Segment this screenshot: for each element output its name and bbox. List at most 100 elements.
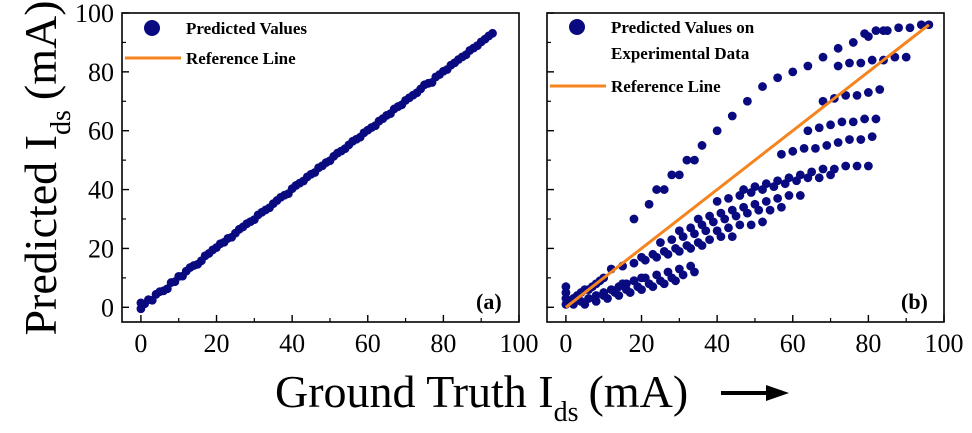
panel-a-ticks: 0 20 40 60 80 100 0 20 40 60 80 100 (75, 0, 539, 358)
data-point (663, 267, 673, 277)
y-axis-title-sub: ds (46, 110, 77, 135)
data-point (674, 226, 684, 236)
data-point (867, 132, 877, 142)
panel-b: 0 20 40 60 80 100 Predicted Values on Experim… (546, 12, 964, 358)
data-point (833, 61, 843, 71)
data-point (580, 299, 590, 309)
data-point (841, 91, 851, 100)
x-axis-title-main: Ground Truth I (275, 366, 554, 417)
data-point (667, 235, 677, 245)
data-point (488, 28, 497, 38)
panel-a-frame (121, 12, 520, 323)
panel-b-ticks: 0 20 40 60 80 100 (547, 12, 964, 358)
data-point (716, 208, 726, 218)
data-point (671, 244, 680, 253)
data-point (746, 220, 756, 230)
x-tick-label: 20 (629, 329, 655, 358)
panel-b-points (561, 20, 934, 309)
data-point (773, 73, 783, 83)
data-point (629, 276, 639, 286)
data-point (788, 146, 798, 156)
data-point (739, 202, 749, 212)
x-tick-label: 60 (355, 329, 381, 358)
data-point (803, 126, 813, 136)
data-point (693, 214, 703, 224)
data-point (916, 20, 926, 30)
data-point (860, 114, 869, 124)
data-point (659, 185, 669, 194)
x-tick-label: 40 (279, 329, 305, 358)
data-point (818, 96, 828, 106)
data-point (795, 191, 805, 200)
data-point (674, 264, 684, 274)
x-axis-title-unit: (mA) (589, 366, 689, 417)
data-point (656, 238, 665, 247)
legend-marker-predicted-experimental (569, 19, 585, 35)
data-point (659, 246, 669, 256)
data-point (822, 141, 832, 150)
data-point (712, 196, 722, 206)
x-axis-title-sub: ds (554, 397, 579, 428)
y-tick-label: 80 (88, 58, 114, 87)
data-point (837, 117, 847, 127)
y-axis-title-unit: (mA) (15, 0, 66, 100)
legend-label-predicted-experimental-line1: Predicted Values on (611, 18, 755, 37)
data-point (890, 52, 900, 62)
y-tick-label: 60 (88, 117, 114, 146)
data-point (712, 226, 722, 236)
data-point (761, 196, 771, 206)
y-tick-label: 0 (101, 293, 114, 322)
data-point (814, 173, 824, 183)
legend-label-reference-b: Reference Line (611, 77, 721, 96)
data-point (652, 185, 662, 194)
data-point (807, 167, 817, 177)
data-point (871, 114, 881, 124)
panel-b-legend: Predicted Values on Experimental Data Re… (550, 18, 755, 96)
data-point (901, 52, 911, 62)
data-point (727, 232, 737, 242)
data-point (905, 23, 915, 33)
panel-b-reference-line (564, 23, 930, 309)
x-tick-label: 40 (704, 329, 730, 358)
data-point (629, 258, 639, 268)
data-point (705, 211, 714, 221)
data-point (610, 288, 620, 297)
x-tick-label: 0 (559, 329, 572, 358)
data-point (618, 279, 628, 289)
data-point (682, 155, 692, 165)
y-tick-label: 20 (88, 234, 114, 263)
data-point (788, 67, 798, 77)
x-tick-label: 0 (134, 329, 147, 358)
data-point (845, 58, 854, 68)
x-tick-label: 80 (855, 329, 881, 358)
data-point (724, 194, 733, 203)
data-point (856, 135, 866, 144)
data-point (758, 82, 767, 91)
panel-b-frame (546, 12, 945, 323)
legend-label-reference: Reference Line (186, 49, 296, 68)
data-point (841, 161, 851, 171)
data-point (777, 202, 786, 212)
x-tick-label: 100 (925, 329, 964, 358)
data-point (894, 23, 904, 33)
data-point (561, 282, 571, 292)
reference-line (564, 23, 930, 309)
x-axis-title: Ground Truth Ids (mA) (275, 366, 789, 428)
data-point (829, 164, 839, 174)
data-point (879, 26, 888, 36)
data-point (637, 252, 646, 262)
data-point (818, 164, 828, 174)
panel-a: 0 20 40 60 80 100 0 20 40 60 80 100 Predicted Value… (75, 0, 539, 358)
panel-b-label: (b) (901, 289, 928, 314)
data-point (875, 85, 885, 94)
data-point (727, 205, 737, 215)
legend-label-predicted: Predicted Values (186, 19, 307, 38)
data-point (814, 123, 824, 133)
data-point (667, 170, 677, 180)
y-axis-title-main: Predicted I (15, 135, 66, 336)
data-point (640, 273, 650, 283)
data-point (727, 111, 737, 121)
data-point (795, 170, 805, 180)
data-point (867, 55, 877, 65)
data-point (863, 32, 873, 41)
